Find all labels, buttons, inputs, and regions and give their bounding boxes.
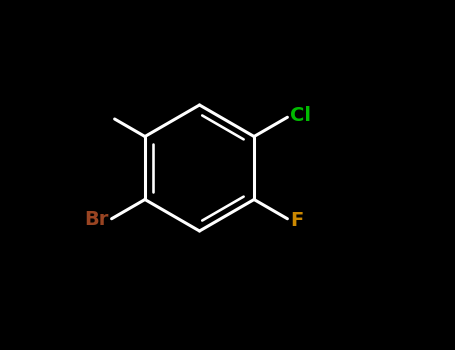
Text: F: F [290, 211, 303, 230]
Text: Cl: Cl [290, 106, 311, 125]
Text: Br: Br [85, 210, 109, 229]
